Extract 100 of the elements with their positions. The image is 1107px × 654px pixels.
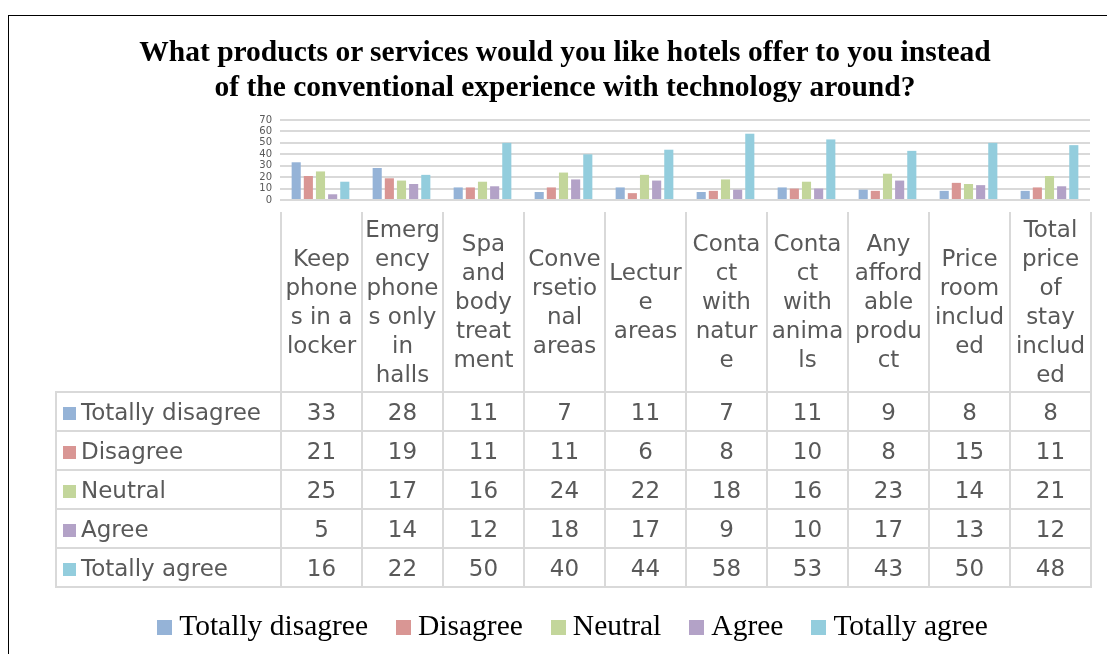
data-label: 8: [1010, 392, 1091, 431]
data-label: 18: [524, 509, 605, 548]
bar: [1057, 186, 1067, 199]
bar: [490, 186, 500, 199]
bar: [777, 187, 787, 199]
data-label: 16: [281, 548, 362, 587]
data-label: 50: [929, 548, 1010, 587]
bar: [939, 190, 949, 199]
data-label: 22: [605, 470, 686, 509]
data-label: 16: [767, 470, 848, 509]
bar: [453, 187, 463, 199]
bar: [814, 188, 824, 199]
data-label: 48: [1010, 548, 1091, 587]
bar: [963, 184, 974, 199]
bar: [409, 184, 419, 199]
text: Neutral: [572, 609, 662, 641]
x-tick-label: Any affordable product: [848, 212, 929, 392]
data-label: 11: [767, 392, 848, 431]
data-label: 23: [848, 470, 929, 509]
data-label: 7: [524, 392, 605, 431]
bar: [1032, 187, 1042, 199]
data-label: 11: [443, 431, 524, 470]
data-label: 43: [848, 548, 929, 587]
bar: [951, 182, 961, 199]
data-label: 8: [848, 431, 929, 470]
data-label: 8: [686, 431, 767, 470]
bar: [502, 142, 512, 199]
y-tick-label: 10: [259, 182, 272, 194]
bar: [315, 171, 326, 199]
data-label: 11: [524, 431, 605, 470]
data-label: 17: [362, 470, 443, 509]
data-label: 11: [1010, 431, 1091, 470]
bar: [1044, 176, 1055, 199]
data-label: 28: [362, 392, 443, 431]
data-label: 58: [686, 548, 767, 587]
data-label: 9: [848, 392, 929, 431]
bar: [291, 162, 301, 199]
y-tick-label: 60: [259, 125, 272, 137]
bar: [733, 189, 743, 199]
bar: [708, 190, 718, 199]
data-label: 17: [605, 509, 686, 548]
bar: [328, 194, 338, 199]
data-label: 16: [443, 470, 524, 509]
text: Agree: [711, 609, 784, 641]
data-label: 12: [443, 509, 524, 548]
text: Disagree: [418, 609, 523, 641]
bar: [465, 187, 475, 199]
data-label: 9: [686, 509, 767, 548]
bar: [882, 173, 893, 199]
y-tick-label: 30: [259, 159, 272, 171]
x-tick-label: Spa and body treatment: [443, 212, 524, 392]
bar: [372, 168, 382, 199]
bar: [384, 178, 394, 199]
bar: [826, 139, 836, 199]
bar: [1069, 145, 1079, 199]
bar: [870, 190, 880, 199]
bar: [652, 180, 662, 199]
bar: [858, 189, 868, 199]
data-label: 24: [524, 470, 605, 509]
data-label: 33: [281, 392, 362, 431]
data-label: 10: [767, 431, 848, 470]
x-tick-label: Keep phones in a locker: [281, 212, 362, 392]
data-label: 8: [929, 392, 1010, 431]
data-label: 10: [767, 509, 848, 548]
data-label: 7: [686, 392, 767, 431]
y-tick-label: 40: [259, 147, 272, 159]
x-tick-label: Contact with animals: [767, 212, 848, 392]
y-tick-label: 70: [259, 113, 272, 125]
x-tick-label: Lecture areas: [605, 212, 686, 392]
bar: [696, 192, 706, 199]
data-label: 14: [362, 509, 443, 548]
data-label: 25: [281, 470, 362, 509]
legend-label: Agree: [81, 515, 149, 542]
data-label: 19: [362, 431, 443, 470]
bar: [627, 193, 637, 199]
bar: [976, 185, 986, 199]
x-tick-label: Emergency phones only in halls: [362, 212, 443, 392]
data-label: 53: [767, 548, 848, 587]
text: Totally agree: [833, 609, 988, 641]
data-label: 5: [281, 509, 362, 548]
bar: [396, 180, 407, 199]
x-tick-label: Conversetional areas: [524, 212, 605, 392]
legend-label: Neutral: [81, 476, 166, 503]
x-tick-label: Price room included: [929, 212, 1010, 392]
bar: [895, 180, 905, 199]
y-tick-label: 50: [259, 136, 272, 148]
bar: [477, 181, 488, 199]
data-label: 13: [929, 509, 1010, 548]
x-tick-label: Total price of stay included: [1010, 212, 1091, 392]
bar: [303, 176, 313, 199]
bar: [639, 174, 650, 199]
legend-label: Disagree: [81, 437, 184, 464]
data-label: 40: [524, 548, 605, 587]
x-tick-label: Contact with nature: [686, 212, 767, 392]
bar: [615, 187, 625, 199]
chart-title: What products or services would you like hotels offer to you instead of the conventional experience with technology around?: [138, 34, 992, 104]
bar: [988, 142, 998, 199]
bar: [745, 133, 755, 199]
data-label: 50: [443, 548, 524, 587]
data-label: 6: [605, 431, 686, 470]
